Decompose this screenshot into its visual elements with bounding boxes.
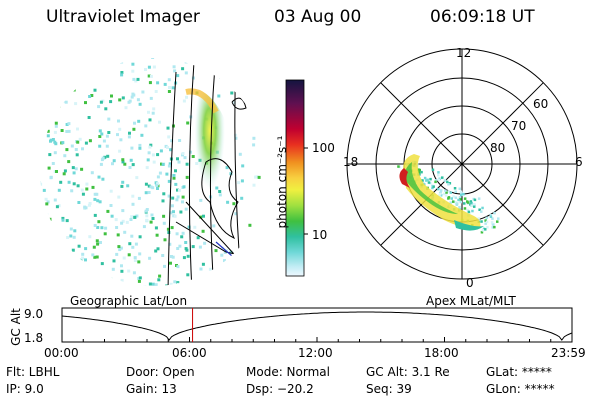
colorbar-tick-10: 10 [312,228,328,242]
orbit-xtick-4: 23:59 [551,346,586,360]
param-filter: Flt: LBHL [6,365,60,379]
orbit-xtick-3: 18:00 [424,346,459,360]
lat-label-70: 70 [511,119,527,133]
lat-label-80: 80 [490,141,506,155]
mlt-label-6: 6 [575,155,583,169]
colorbar-tick-100: 100 [312,141,335,155]
orbit-ytick-bottom: 1.8 [24,331,44,345]
param-mode: Mode: Normal [246,365,330,379]
orbit-ytick-top: 9.0 [24,307,44,321]
param-door: Door: Open [126,365,195,379]
orbit-left-title: Geographic Lat/Lon [70,294,188,308]
orbit-xtick-2: 12:00 [298,346,333,360]
colorbar [285,79,308,277]
orbit-altitude-plot [61,307,573,343]
mlt-label-18: 18 [343,155,359,169]
param-gc-alt: GC Alt: 3.1 Re [366,365,450,379]
lat-label-60: 60 [533,97,549,111]
polar-dial [346,48,578,280]
param-seq: Seq: 39 [366,382,412,396]
geographic-emission [40,58,268,286]
orbit-right-title: Apex MLat/MLT [426,294,516,308]
polar-grid [346,48,578,280]
time-label: 06:09:18 UT [430,7,535,27]
param-gain: Gain: 13 [126,382,177,396]
instrument-title: Ultraviolet Imager [46,7,200,27]
mlt-label-0: 0 [466,276,474,290]
mlt-label-12: 12 [456,46,472,60]
param-ip: IP: 9.0 [6,382,44,396]
orbit-xtick-0: 00:00 [44,346,79,360]
polar-auroral-oval [403,154,481,229]
param-glon: GLon: ***** [486,382,555,396]
date-label: 03 Aug 00 [274,7,362,27]
param-dsp: Dsp: −20.2 [246,382,314,396]
orbit-xtick-1: 06:00 [172,346,207,360]
geographic-image [40,58,268,286]
orbit-altitude-curve [61,311,573,341]
param-glat: GLat: ***** [486,365,552,379]
colorbar-gradient [285,79,305,277]
colorbar-unit-label: photon cm⁻²s⁻¹ [275,135,289,229]
